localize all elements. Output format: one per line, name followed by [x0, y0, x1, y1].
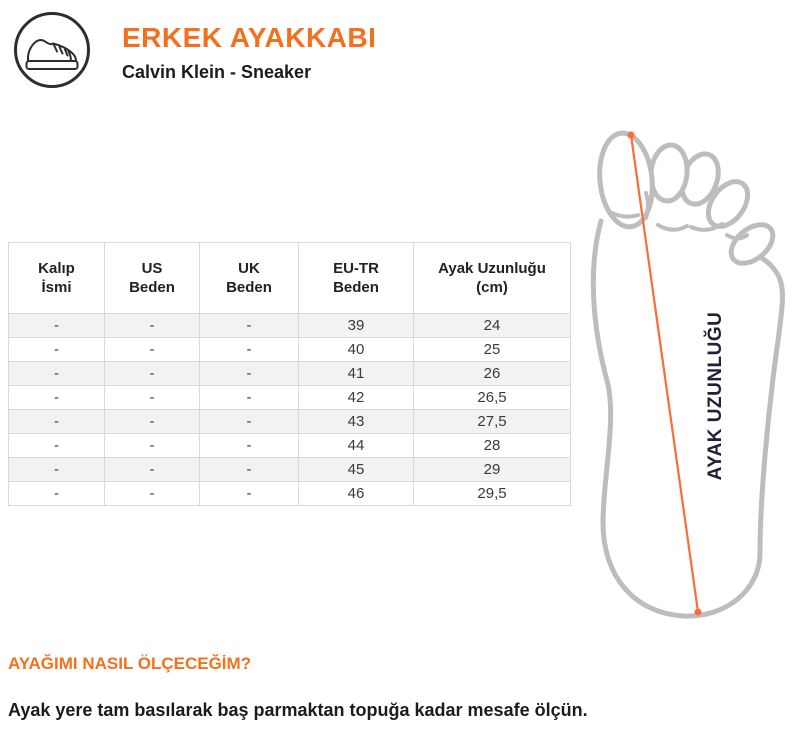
page-title: ERKEK AYAKKABI [122, 22, 377, 53]
table-cell: - [104, 313, 200, 338]
table-cell: - [8, 481, 105, 506]
table-row: - - - 43 27,5 [8, 409, 571, 434]
table-cell: 42 [298, 385, 414, 410]
table-row: - - - 41 26 [8, 361, 571, 386]
column-header-us-beden: US Beden [104, 242, 200, 314]
table-cell: - [8, 433, 105, 458]
table-cell: - [199, 313, 299, 338]
column-header-eutr-beden: EU-TR Beden [298, 242, 414, 314]
table-cell: - [8, 409, 105, 434]
column-header-uk-beden: UK Beden [199, 242, 299, 314]
table-cell: - [104, 481, 200, 506]
column-header-kalip-ismi: Kalıp İsmi [8, 242, 105, 314]
table-cell: 44 [298, 433, 414, 458]
table-cell: - [104, 385, 200, 410]
table-cell: 40 [298, 337, 414, 362]
table-cell: - [199, 337, 299, 362]
table-cell: - [8, 361, 105, 386]
table-cell: 41 [298, 361, 414, 386]
table-cell: 29,5 [413, 481, 571, 506]
table-cell: - [104, 457, 200, 482]
table-cell: - [8, 337, 105, 362]
table-header-row: Kalıp İsmi US Beden UK Beden EU-TR Beden… [8, 242, 571, 314]
foot-toes [597, 130, 776, 266]
table-row: - - - 42 26,5 [8, 385, 571, 410]
table-cell: 25 [413, 337, 571, 362]
table-cell: 45 [298, 457, 414, 482]
page-subtitle: Calvin Klein - Sneaker [122, 62, 312, 82]
foot-outline [590, 218, 785, 619]
table-cell: 39 [298, 313, 414, 338]
table-cell: 28 [413, 433, 571, 458]
table-cell: - [199, 385, 299, 410]
size-table-container: Kalıp İsmi US Beden UK Beden EU-TR Beden… [8, 242, 571, 506]
measurement-line [627, 131, 702, 616]
table-cell: - [104, 337, 200, 362]
table-cell: - [104, 361, 200, 386]
how-to-text: Ayak yere tam basılarak baş parmaktan to… [8, 700, 588, 720]
table-cell: - [199, 481, 299, 506]
table-cell: - [8, 457, 105, 482]
table-cell: - [8, 313, 105, 338]
table-cell: 29 [413, 457, 571, 482]
table-cell: 46 [298, 481, 414, 506]
foot-length-label: AYAK UZUNLUĞU [704, 312, 726, 481]
table-cell: - [104, 433, 200, 458]
table-cell: - [8, 385, 105, 410]
table-cell: 43 [298, 409, 414, 434]
table-cell: - [199, 433, 299, 458]
table-cell: - [199, 361, 299, 386]
table-cell: - [199, 409, 299, 434]
size-table: Kalıp İsmi US Beden UK Beden EU-TR Beden… [8, 242, 571, 506]
category-badge [14, 12, 90, 88]
foot-creases [610, 191, 749, 241]
sneaker-icon [25, 39, 79, 70]
foot-diagram: AYAK UZUNLUĞU [590, 130, 785, 619]
table-row: - - - 39 24 [8, 313, 571, 338]
table-cell: 26 [413, 361, 571, 386]
table-row: - - - 46 29,5 [8, 481, 571, 506]
measure-dot-toe [627, 131, 635, 139]
table-cell: 27,5 [413, 409, 571, 434]
table-row: - - - 40 25 [8, 337, 571, 362]
table-row: - - - 44 28 [8, 433, 571, 458]
table-cell: 24 [413, 313, 571, 338]
measure-dot-heel [694, 608, 702, 616]
table-row: - - - 45 29 [8, 457, 571, 482]
column-header-ayak-uzunlugu: Ayak Uzunluğu (cm) [413, 242, 571, 314]
how-to-heading: AYAĞIMI NASIL ÖLÇECEĞİM? [8, 654, 252, 673]
table-cell: 26,5 [413, 385, 571, 410]
table-cell: - [199, 457, 299, 482]
table-cell: - [104, 409, 200, 434]
